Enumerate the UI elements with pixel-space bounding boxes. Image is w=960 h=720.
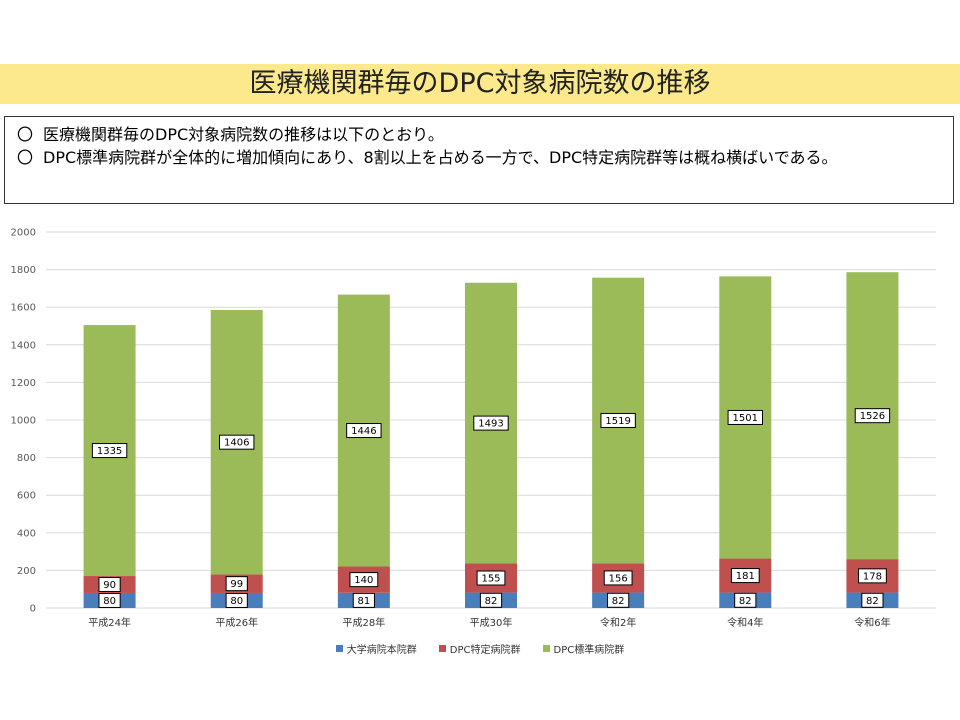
bullet-box: 〇 医療機関群毎のDPC対象病院数の推移は以下のとおり。 〇 DPC標準病院群が…	[4, 116, 954, 204]
data-label: 99	[230, 579, 243, 590]
data-label-box	[730, 568, 760, 584]
data-label: 156	[609, 573, 628, 584]
data-label-box	[225, 592, 248, 608]
data-label: 1446	[351, 426, 376, 437]
data-label-box	[219, 434, 255, 450]
title-band	[0, 64, 960, 104]
circle-bullet-icon: 〇	[17, 148, 34, 167]
chart-legend: 大学病院本院群 DPC特定病院群 DPC標準病院群	[0, 641, 960, 656]
legend-label: 大学病院本院群	[346, 645, 417, 656]
x-tick-label: 平成24年	[88, 616, 131, 629]
legend-label: DPC標準病院群	[553, 645, 625, 656]
legend-swatch	[438, 645, 446, 652]
slide-title: 医療機関群毎のDPC対象病院数の推移	[249, 68, 711, 99]
data-label: 1335	[97, 446, 122, 457]
data-label-box	[476, 570, 506, 586]
data-label: 82	[612, 596, 625, 607]
data-label: 90	[103, 580, 116, 591]
data-label-box	[91, 443, 128, 459]
data-label: 82	[866, 596, 879, 607]
data-label-box	[734, 592, 757, 608]
y-tick-label: 1000	[11, 416, 36, 427]
y-tick-label: 200	[17, 566, 36, 577]
data-label-box	[349, 572, 379, 588]
data-label: 1493	[478, 419, 503, 430]
x-tick-label: 令和6年	[854, 616, 890, 629]
y-tick-label: 1400	[11, 340, 36, 351]
y-tick-label: 1800	[11, 265, 36, 276]
data-label: 181	[736, 571, 755, 582]
legend-item: 大学病院本院群	[335, 641, 417, 656]
x-tick-label: 平成30年	[470, 616, 513, 629]
bullet-item: 〇 DPC標準病院群が全体的に増加傾向にあり、8割以上を占める一方で、DPC特定…	[17, 146, 941, 169]
y-tick-label: 0	[30, 604, 36, 615]
data-label-box	[225, 576, 248, 592]
data-label: 1526	[860, 411, 885, 422]
data-label-box	[98, 577, 121, 592]
data-label-box	[600, 412, 636, 428]
data-label: 82	[739, 596, 752, 607]
data-label-box	[603, 570, 633, 586]
legend-swatch	[335, 645, 343, 652]
bullet-text: DPC標準病院群が全体的に増加傾向にあり、8割以上を占める一方で、DPC特定病院…	[43, 148, 838, 167]
data-label: 82	[485, 596, 498, 607]
data-label: 140	[354, 575, 373, 586]
data-label-box	[473, 415, 509, 431]
data-label-box	[346, 423, 382, 439]
y-tick-label: 1600	[11, 303, 36, 314]
data-label: 80	[230, 596, 243, 607]
data-label: 1406	[224, 438, 249, 449]
bullet-text: 医療機関群毎のDPC対象病院数の推移は以下のとおり。	[43, 125, 444, 144]
y-tick-label: 600	[17, 491, 36, 502]
x-tick-label: 令和2年	[600, 616, 636, 629]
y-tick-label: 2000	[11, 228, 36, 239]
x-tick-label: 平成28年	[342, 616, 385, 629]
data-label-box	[854, 408, 891, 424]
data-label-box	[352, 592, 375, 608]
data-label-box	[98, 592, 121, 608]
legend-swatch	[542, 645, 550, 652]
legend-label: DPC特定病院群	[449, 645, 521, 656]
data-label: 81	[357, 596, 370, 607]
data-label-box	[607, 592, 630, 608]
data-label-box	[858, 568, 887, 584]
data-label: 178	[863, 571, 882, 582]
data-label: 1501	[733, 413, 758, 424]
x-tick-label: 平成26年	[215, 616, 258, 629]
x-tick-label: 令和4年	[727, 616, 763, 629]
legend-item: DPC標準病院群	[542, 641, 625, 656]
circle-bullet-icon: 〇	[17, 125, 34, 144]
legend-item: DPC特定病院群	[438, 641, 521, 656]
y-tick-label: 400	[17, 528, 36, 539]
stacked-bar-chart: 0 200 400 600 800 1000 1200 1400 1600 1800 2000 80 9…	[11, 228, 936, 629]
y-tick-label: 1200	[11, 378, 36, 389]
data-label-box	[727, 409, 763, 425]
data-label: 80	[103, 596, 116, 607]
data-label: 1519	[605, 416, 630, 427]
y-tick-label: 800	[17, 453, 36, 464]
data-label-box	[861, 592, 884, 608]
data-label-box	[479, 592, 503, 608]
data-label: 155	[481, 574, 500, 585]
bullet-item: 〇 医療機関群毎のDPC対象病院数の推移は以下のとおり。	[17, 123, 941, 146]
